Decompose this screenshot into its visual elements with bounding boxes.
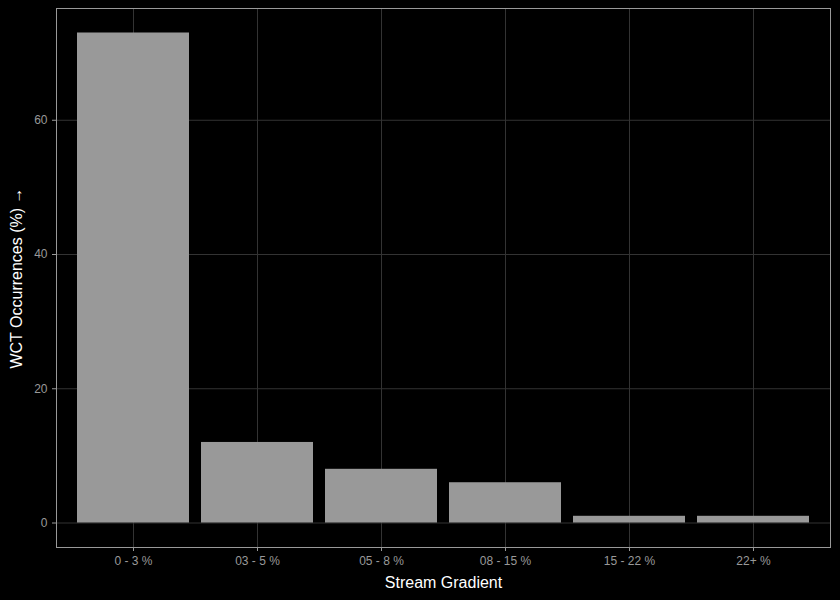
- svg-text:08 - 15 %: 08 - 15 %: [480, 554, 532, 568]
- svg-text:03 - 5 %: 03 - 5 %: [235, 554, 280, 568]
- svg-text:60: 60: [34, 113, 48, 127]
- svg-text:22+ %: 22+ %: [736, 554, 771, 568]
- svg-text:0 - 3 %: 0 - 3 %: [114, 554, 152, 568]
- svg-text:0: 0: [41, 516, 48, 530]
- svg-text:20: 20: [34, 382, 48, 396]
- svg-text:05 - 8 %: 05 - 8 %: [359, 554, 404, 568]
- svg-text:15 - 22 %: 15 - 22 %: [604, 554, 656, 568]
- svg-text:Stream Gradient: Stream Gradient: [385, 574, 503, 591]
- svg-text:40: 40: [34, 247, 48, 261]
- svg-text:WCT Occurrences (%) →: WCT Occurrences (%) →: [8, 187, 25, 368]
